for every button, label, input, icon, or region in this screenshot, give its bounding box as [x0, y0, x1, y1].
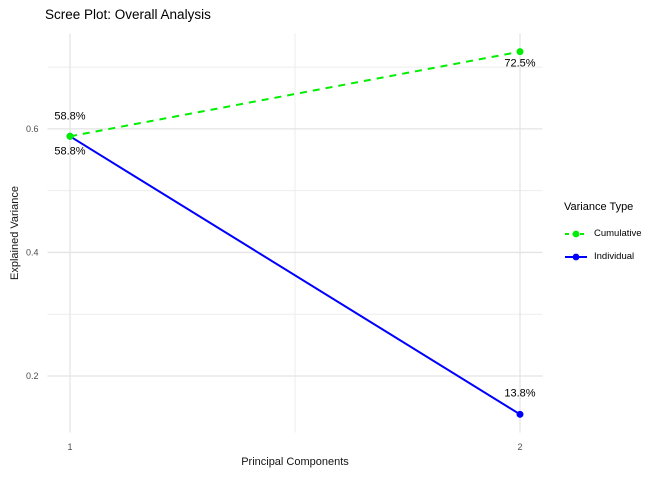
legend-label-individual: Individual — [594, 251, 635, 262]
legend-key-line-icon — [565, 230, 587, 237]
legend-entry-individual: Individual — [564, 245, 642, 268]
legend-entry-cumulative: Cumulative — [564, 222, 642, 245]
data-label-individual: 13.8% — [504, 387, 535, 399]
y-tick-label: 0.6 — [26, 124, 39, 134]
data-label-individual: 58.8% — [54, 145, 85, 157]
y-tick-label: 0.2 — [26, 371, 39, 381]
x-tick-label: 1 — [67, 442, 72, 452]
data-label-cumulative: 58.8% — [54, 110, 85, 122]
series-line-cumulative — [69, 50, 521, 138]
data-point-cumulative — [516, 48, 524, 56]
chart-title: Scree Plot: Overall Analysis — [45, 7, 211, 22]
series-line-individual — [69, 135, 521, 416]
legend: Variance Type Cumulative Individual — [564, 201, 642, 268]
data-point-cumulative — [66, 132, 74, 140]
data-point-individual — [516, 410, 524, 418]
x-axis-title: Principal Components — [241, 456, 349, 468]
legend-label-cumulative: Cumulative — [594, 228, 642, 239]
x-tick-label: 2 — [517, 442, 522, 452]
legend-key-line-icon — [565, 253, 587, 260]
data-label-cumulative: 72.5% — [504, 58, 535, 70]
legend-title: Variance Type — [564, 201, 634, 213]
y-tick-label: 0.4 — [26, 247, 39, 257]
y-axis-title: Explained Variance — [9, 186, 21, 280]
